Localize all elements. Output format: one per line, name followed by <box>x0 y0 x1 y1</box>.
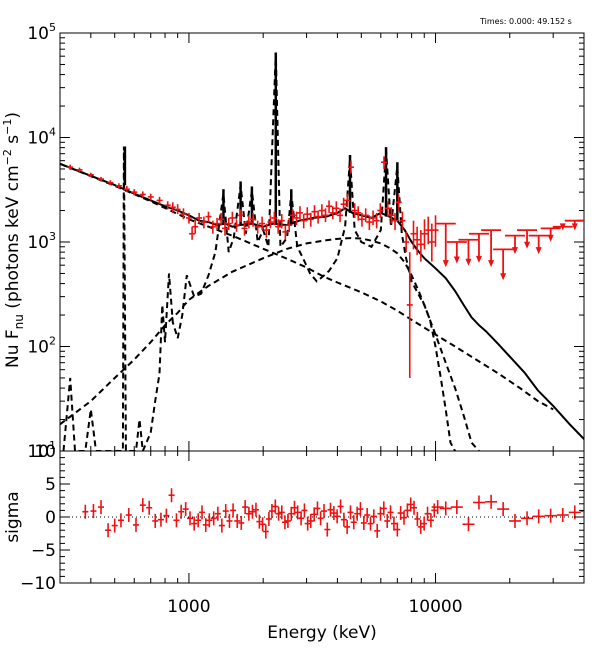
residual-axes: 1000 10000 −10 −5 0 5 10 <box>20 442 585 617</box>
residual-y-tick-label: −10 <box>20 574 56 594</box>
upper-limit-arrow <box>453 256 460 264</box>
upper-limit-arrow <box>488 260 495 268</box>
x-tick-label: 10000 <box>408 597 462 617</box>
upper-limit-arrow <box>547 234 554 242</box>
y-axis-title: Nu Fnu (photons keV cm−2 s−1) <box>1 112 26 368</box>
residual-y-tick-label: 0 <box>45 508 56 528</box>
upper-limit-arrow <box>571 223 578 231</box>
time-range-note: Times: 0.000: 49.152 s <box>479 17 572 26</box>
total-model-curve <box>60 162 584 440</box>
model-component-curve <box>60 162 554 411</box>
upper-limit-arrow <box>475 255 482 263</box>
residual-plot-area <box>60 488 584 539</box>
spectrum-panel: 101 102 103 104 105 Nu Fnu (photons keV cm−2… <box>1 21 585 462</box>
upper-limit-arrow <box>559 223 566 231</box>
upper-limit-arrow <box>465 258 472 266</box>
residual-plot-frame <box>59 450 585 584</box>
spectrum-plot-frame <box>59 32 585 452</box>
y-tick-label: 102 <box>27 335 56 358</box>
upper-limit-arrow <box>511 247 518 255</box>
residual-y-axis-title: sigma <box>3 491 23 542</box>
x-axis-title: Energy (keV) <box>267 623 377 643</box>
residual-panel: 1000 10000 −10 −5 0 5 10 sigma Energy (keV) <box>3 442 585 643</box>
x-tick-label: 1000 <box>167 597 210 617</box>
spectrum-plot-area <box>60 52 584 451</box>
y-tick-label: 104 <box>27 126 56 149</box>
upper-limit-arrow <box>442 260 449 268</box>
y-tick-label: 101 <box>27 439 56 462</box>
upper-limit-arrow <box>524 241 531 249</box>
y-tick-label: 105 <box>27 21 56 44</box>
y-tick-label: 103 <box>27 230 56 253</box>
upper-limit-arrow <box>535 247 542 255</box>
upper-limit-arrow <box>583 225 584 226</box>
residual-y-tick-label: 10 <box>34 442 56 462</box>
spectrum-axes: 101 102 103 104 105 <box>27 21 585 462</box>
residual-y-tick-label: 5 <box>45 475 56 495</box>
residual-y-tick-label: −5 <box>31 541 56 561</box>
upper-limit-arrow <box>500 273 507 281</box>
